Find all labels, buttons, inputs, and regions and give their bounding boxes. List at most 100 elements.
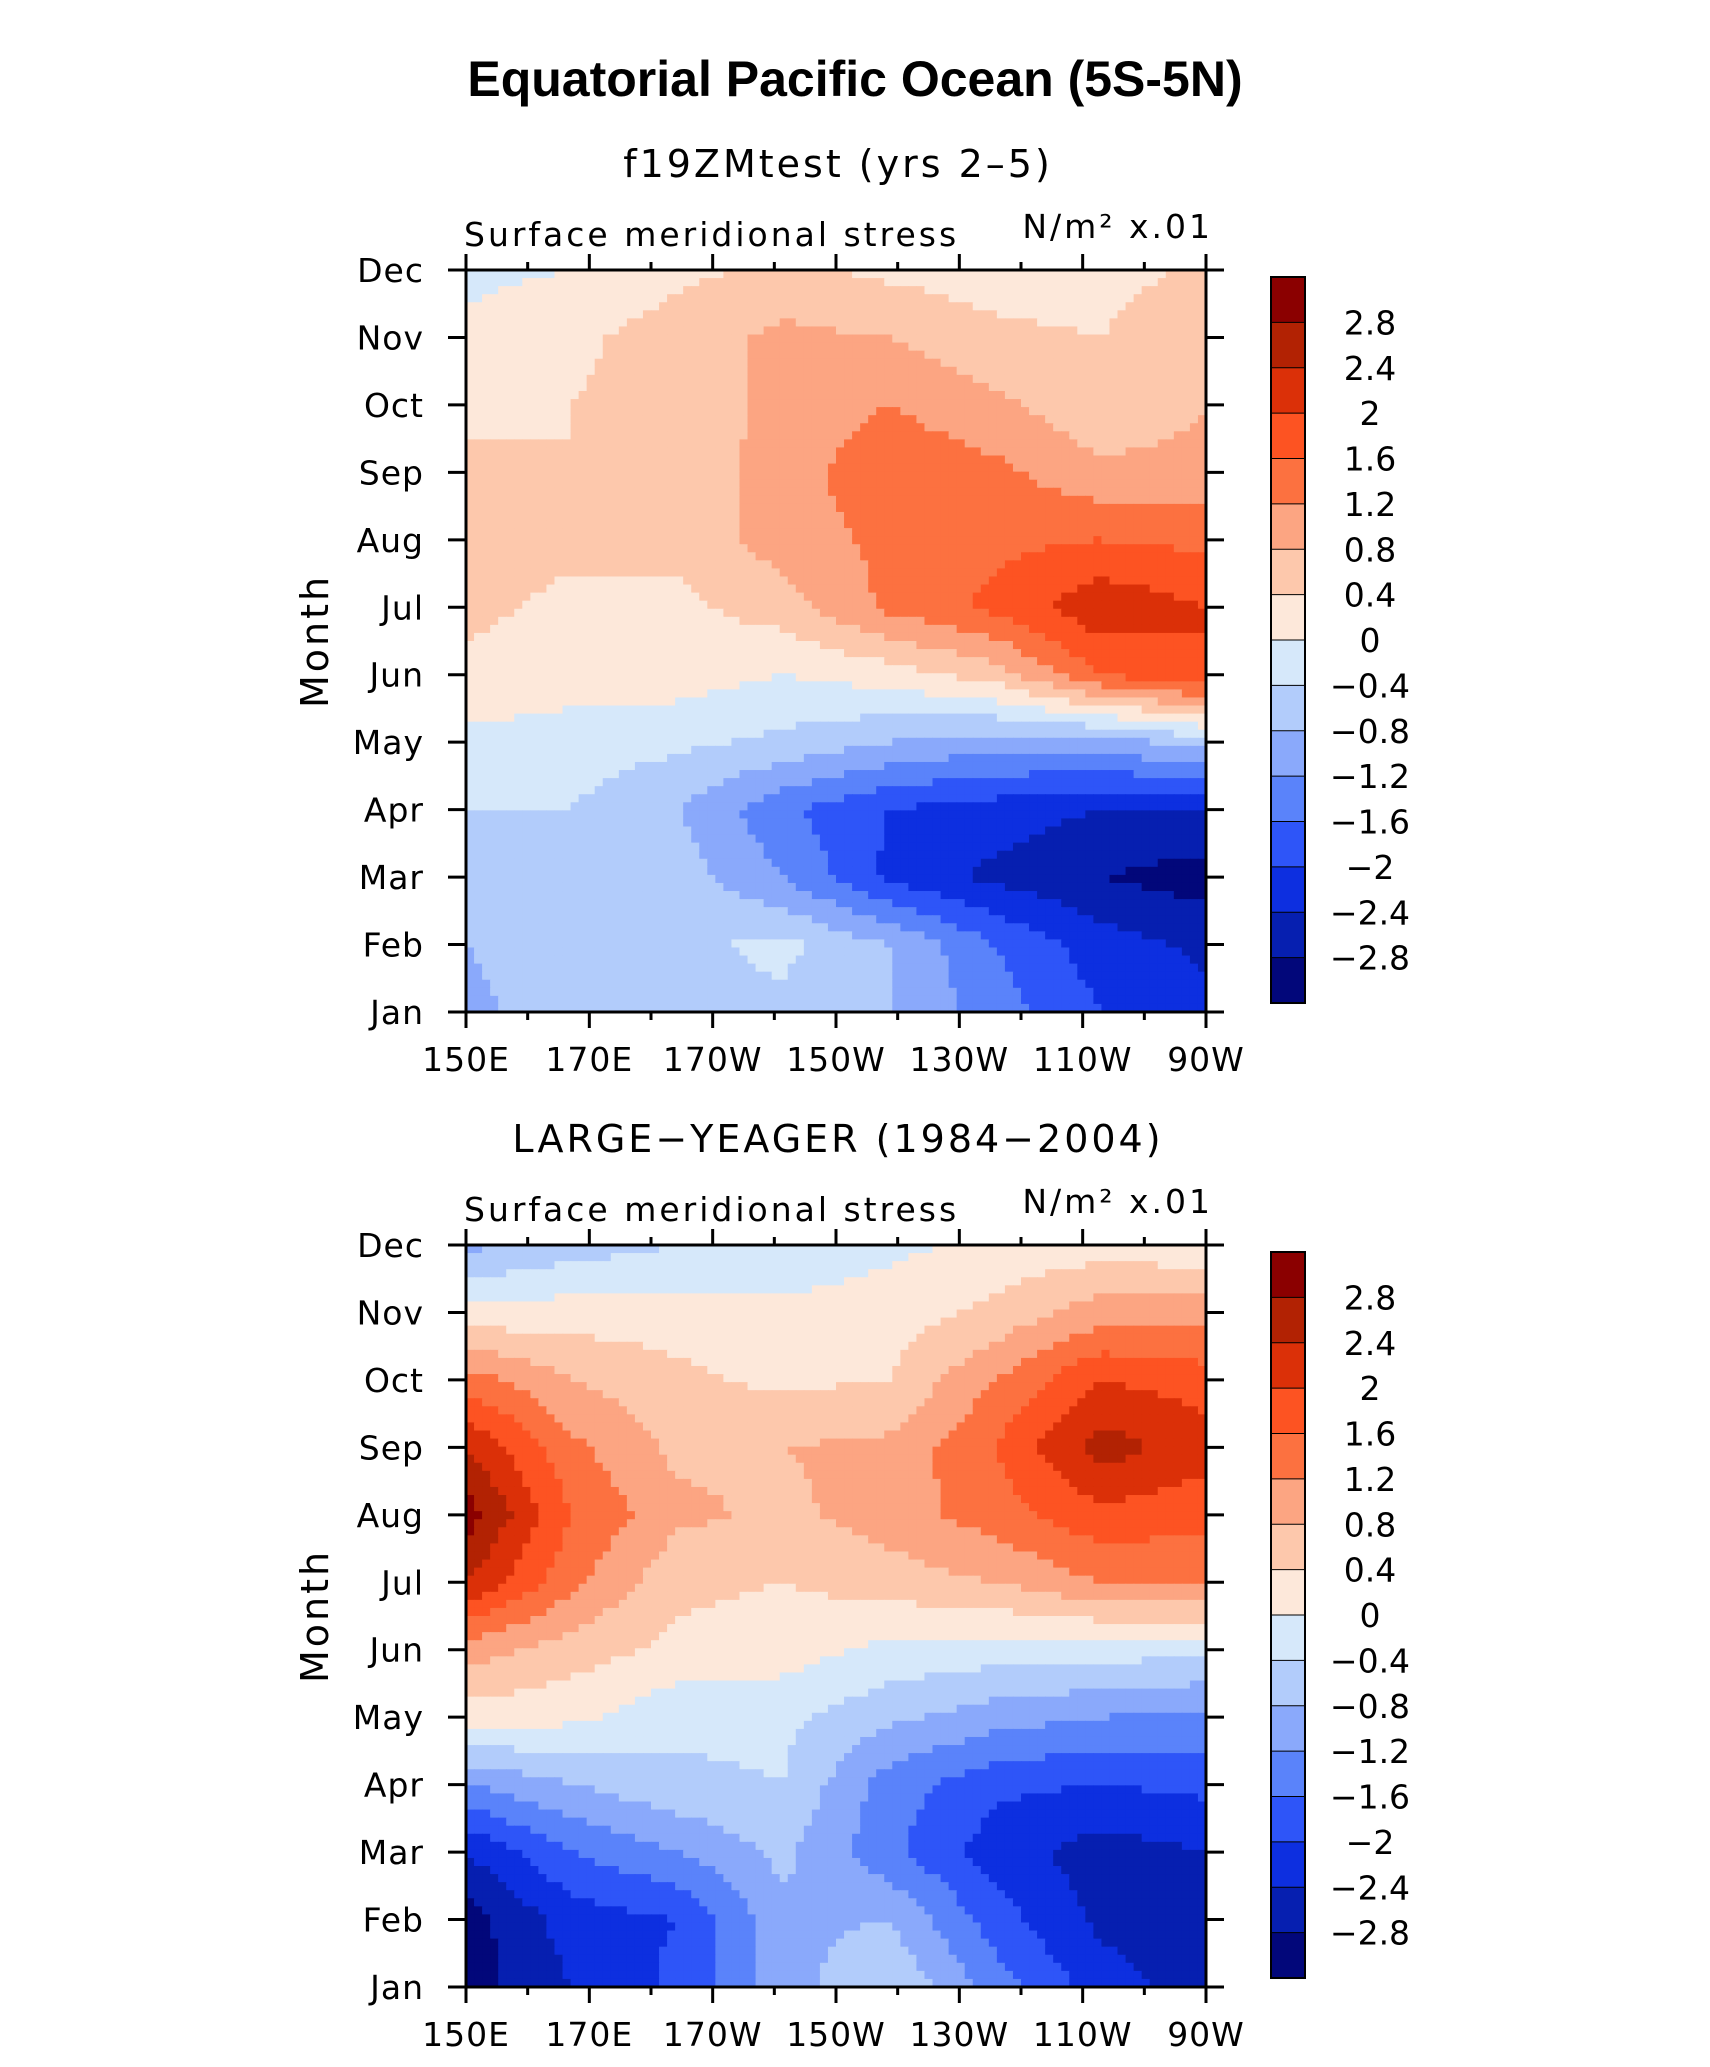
heatmap-cell xyxy=(498,350,507,360)
heatmap-cell xyxy=(498,455,507,465)
heatmap-cell xyxy=(731,455,741,465)
heatmap-cell xyxy=(924,681,934,690)
heatmap-cell xyxy=(466,439,475,449)
heatmap-cell xyxy=(940,278,950,287)
heatmap-cell xyxy=(908,342,918,352)
heatmap-cell xyxy=(852,463,861,473)
heatmap-cell xyxy=(940,399,950,408)
heatmap-cell xyxy=(892,536,901,545)
heatmap-cell xyxy=(868,641,877,650)
heatmap-cell xyxy=(819,374,829,384)
heatmap-cell xyxy=(514,471,523,481)
heatmap-cell xyxy=(586,641,596,650)
heatmap-cell xyxy=(852,584,861,594)
heatmap-cell xyxy=(1117,374,1127,384)
heatmap-cell xyxy=(1133,600,1143,610)
heatmap-cell xyxy=(827,294,837,303)
heatmap-cell xyxy=(586,374,596,384)
heatmap-cell xyxy=(827,649,837,658)
heatmap-cell xyxy=(610,641,620,650)
heatmap-cell xyxy=(498,608,507,618)
heatmap-cell xyxy=(972,673,982,682)
heatmap-cell xyxy=(1069,608,1078,618)
heatmap-cell xyxy=(1069,415,1078,424)
heatmap-cell xyxy=(474,286,483,295)
heatmap-cell xyxy=(739,310,749,319)
heatmap-cell xyxy=(594,374,604,384)
heatmap-cell xyxy=(691,278,700,287)
heatmap-cell xyxy=(675,302,684,311)
heatmap-cell xyxy=(667,366,676,376)
heatmap-cell xyxy=(972,350,982,360)
heatmap-cell xyxy=(916,584,926,594)
heatmap-cell xyxy=(779,511,789,521)
heatmap-cell xyxy=(594,665,604,674)
heatmap-cell xyxy=(1117,689,1127,699)
heatmap-cell xyxy=(1085,673,1094,682)
heatmap-cell xyxy=(546,471,556,481)
heatmap-cell xyxy=(1141,463,1151,473)
heatmap-cell xyxy=(980,495,990,505)
heatmap-cell xyxy=(1141,608,1151,618)
heatmap-cell xyxy=(819,697,829,707)
heatmap-cell xyxy=(884,495,893,505)
heatmap-cell xyxy=(763,681,773,690)
heatmap-cell xyxy=(1157,431,1167,440)
heatmap-cell xyxy=(787,560,797,570)
heatmap-cell xyxy=(1012,415,1022,424)
heatmap-cell xyxy=(1157,471,1167,481)
heatmap-cell xyxy=(530,415,539,424)
heatmap-cell xyxy=(972,552,982,561)
heatmap-cell xyxy=(884,592,893,602)
heatmap-cell xyxy=(651,399,660,408)
heatmap-cell xyxy=(546,423,556,432)
heatmap-cell xyxy=(900,592,909,602)
heatmap-cell xyxy=(908,560,918,570)
heatmap-cell xyxy=(1157,673,1167,682)
heatmap-cell xyxy=(618,576,628,586)
heatmap-cell xyxy=(1004,318,1014,328)
heatmap-cell xyxy=(554,624,564,634)
heatmap-cell xyxy=(1037,431,1046,440)
heatmap-cell xyxy=(755,657,765,666)
heatmap-cell xyxy=(1021,600,1030,610)
heatmap-cell xyxy=(916,302,926,311)
heatmap-cell xyxy=(618,600,628,610)
heatmap-cell xyxy=(1157,310,1167,319)
heatmap-cell xyxy=(1077,431,1086,440)
heatmap-cell xyxy=(1181,544,1191,553)
heatmap-cell xyxy=(1085,455,1094,465)
heatmap-cell xyxy=(610,576,620,586)
heatmap-cell xyxy=(1181,536,1191,545)
heatmap-cell xyxy=(811,439,821,449)
heatmap-cell xyxy=(1045,310,1054,319)
heatmap-cell xyxy=(964,366,974,376)
heatmap-cell xyxy=(1125,374,1135,384)
heatmap-cell xyxy=(1101,399,1111,408)
heatmap-cell xyxy=(852,471,861,481)
heatmap-cell xyxy=(811,278,821,287)
heatmap-cell xyxy=(626,302,636,311)
heatmap-cell xyxy=(1117,649,1127,658)
heatmap-cell xyxy=(1045,487,1054,497)
heatmap-cell xyxy=(908,503,918,513)
heatmap-cell xyxy=(884,697,893,707)
heatmap-cell xyxy=(803,560,813,570)
heatmap-cell xyxy=(1077,592,1086,602)
heatmap-cell xyxy=(610,350,620,360)
heatmap-cell xyxy=(715,326,724,336)
heatmap-cell xyxy=(715,431,724,440)
heatmap-cell xyxy=(763,697,773,707)
heatmap-cell xyxy=(1189,471,1199,481)
heatmap-cell xyxy=(852,632,861,642)
heatmap-cell xyxy=(884,350,893,360)
heatmap-cell xyxy=(916,697,926,707)
heatmap-cell xyxy=(626,350,636,360)
heatmap-cell xyxy=(836,560,845,570)
heatmap-cell xyxy=(578,624,588,634)
heatmap-cell xyxy=(1125,632,1135,642)
heatmap-cell xyxy=(884,310,893,319)
heatmap-cell xyxy=(972,487,982,497)
heatmap-cell xyxy=(554,390,564,400)
heatmap-cell xyxy=(474,439,483,449)
